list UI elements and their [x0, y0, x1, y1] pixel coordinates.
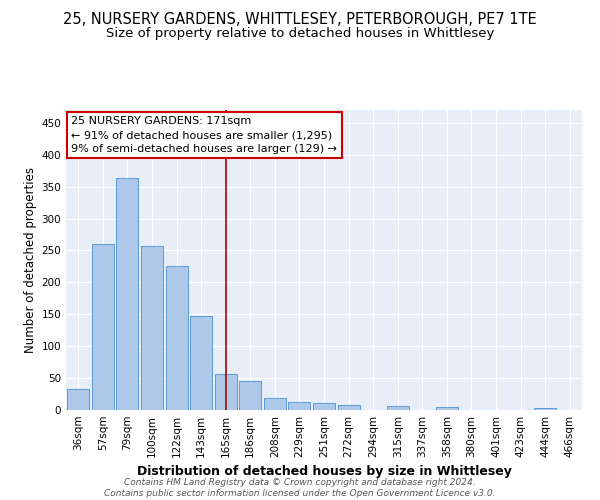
Bar [436, 408, 458, 410]
Bar [289, 402, 310, 410]
Bar [166, 266, 188, 410]
Bar [92, 244, 114, 410]
Text: 25, NURSERY GARDENS, WHITTLESEY, PETERBOROUGH, PE7 1TE: 25, NURSERY GARDENS, WHITTLESEY, PETERBO… [63, 12, 537, 28]
Bar [386, 406, 409, 410]
Text: 25 NURSERY GARDENS: 171sqm
← 91% of detached houses are smaller (1,295)
9% of se: 25 NURSERY GARDENS: 171sqm ← 91% of deta… [71, 116, 337, 154]
Bar [190, 316, 212, 410]
Y-axis label: Number of detached properties: Number of detached properties [24, 167, 37, 353]
Bar [264, 398, 286, 410]
Bar [534, 408, 556, 410]
X-axis label: Distribution of detached houses by size in Whittlesey: Distribution of detached houses by size … [137, 466, 511, 478]
Bar [67, 389, 89, 410]
Bar [215, 374, 237, 410]
Text: Size of property relative to detached houses in Whittlesey: Size of property relative to detached ho… [106, 28, 494, 40]
Bar [338, 405, 359, 410]
Bar [141, 246, 163, 410]
Bar [313, 403, 335, 410]
Bar [239, 382, 262, 410]
Bar [116, 178, 139, 410]
Text: Contains HM Land Registry data © Crown copyright and database right 2024.
Contai: Contains HM Land Registry data © Crown c… [104, 478, 496, 498]
